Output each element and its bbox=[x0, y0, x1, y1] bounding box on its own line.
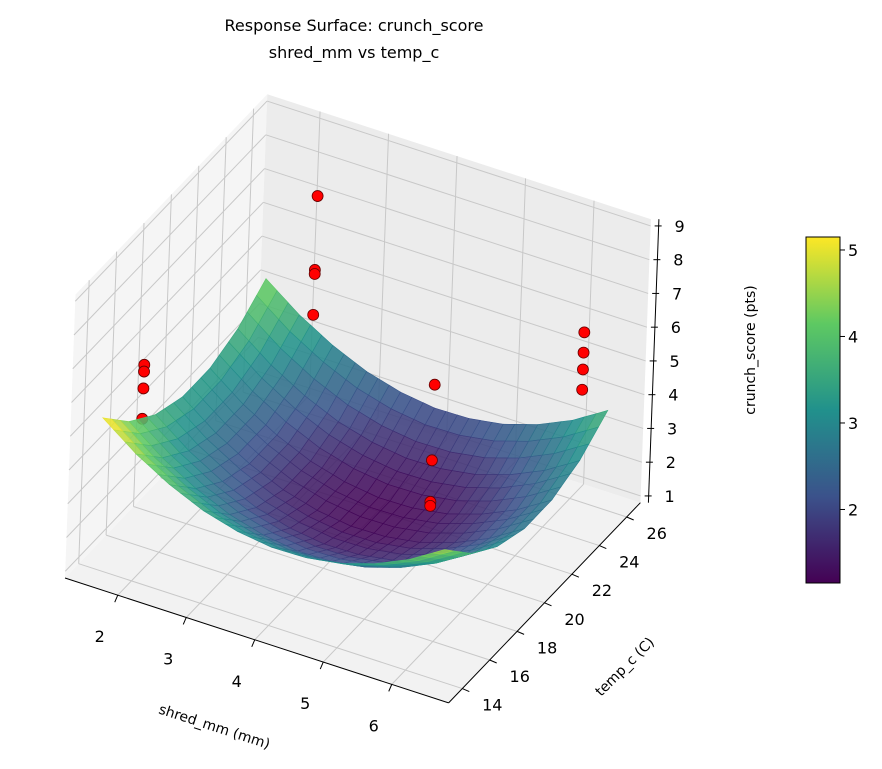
z-tick-label: 4 bbox=[668, 386, 678, 405]
z-axis-label: crunch_score (pts) bbox=[743, 285, 759, 414]
y-tick bbox=[462, 688, 470, 693]
data-point bbox=[138, 365, 150, 378]
gridline-z bbox=[69, 235, 263, 437]
z-tick-label: 8 bbox=[673, 251, 683, 270]
gridline-y bbox=[78, 563, 463, 690]
gridline-z bbox=[261, 235, 646, 362]
data-point bbox=[428, 378, 441, 391]
x-tick bbox=[388, 684, 393, 692]
z-tick-label: 9 bbox=[675, 217, 685, 236]
y-axis-line bbox=[448, 502, 641, 704]
colorbar-tick-label: 3 bbox=[848, 414, 858, 433]
x-axis-label: shred_mm (mm) bbox=[157, 702, 272, 753]
z-tick-label: 7 bbox=[672, 284, 682, 303]
z-tick-label: 1 bbox=[665, 487, 675, 506]
x-tick-label: 5 bbox=[300, 694, 310, 713]
y-tick bbox=[571, 573, 580, 578]
data-point bbox=[578, 326, 591, 339]
x-tick bbox=[319, 661, 324, 670]
x-tick bbox=[251, 639, 256, 647]
data-point bbox=[308, 268, 321, 280]
chart-subtitle: shred_mm vs temp_c bbox=[269, 43, 440, 63]
data-point bbox=[307, 308, 320, 321]
y-tick-label: 14 bbox=[482, 696, 502, 715]
z-tick-label: 5 bbox=[670, 352, 680, 371]
gridline-y bbox=[105, 534, 490, 661]
x-axis-line bbox=[64, 577, 449, 704]
colorbar-gradient bbox=[805, 236, 841, 584]
y-tick-label: 24 bbox=[619, 553, 639, 572]
data-point bbox=[311, 190, 324, 202]
x-tick-label: 4 bbox=[232, 672, 242, 691]
gridline-z bbox=[72, 168, 265, 370]
y-tick bbox=[544, 602, 552, 607]
x-tick bbox=[182, 617, 187, 625]
data-point bbox=[577, 346, 590, 359]
y-tick-label: 20 bbox=[564, 610, 584, 629]
data-point bbox=[424, 499, 437, 512]
y-tick-label: 22 bbox=[592, 581, 612, 600]
data-point bbox=[137, 382, 150, 395]
gridline-z bbox=[265, 134, 650, 261]
gridline-z bbox=[67, 303, 260, 505]
y-tick-label: 16 bbox=[510, 667, 530, 686]
gridline-z bbox=[74, 100, 268, 302]
gridline-z bbox=[259, 303, 644, 429]
y-tick-label: 26 bbox=[647, 524, 667, 543]
x-tick-label: 2 bbox=[95, 627, 105, 646]
surface bbox=[102, 278, 609, 568]
data-point bbox=[577, 363, 589, 376]
gridline-z bbox=[264, 168, 649, 294]
gridline-z bbox=[71, 201, 264, 403]
gridline-z bbox=[263, 201, 648, 328]
points-front bbox=[137, 190, 591, 512]
gridline-z bbox=[266, 100, 651, 227]
chart-title: Response Surface: crunch_score bbox=[225, 16, 484, 36]
colorbar-tick-label: 2 bbox=[848, 500, 858, 519]
colorbar-tick-label: 5 bbox=[848, 241, 858, 260]
x-tick bbox=[114, 594, 119, 603]
axes: 2 3 4 5 6 14 16 18 20 22 24 26 1 2 3 4 5 6 7 8 9 bbox=[64, 217, 685, 735]
y-tick bbox=[516, 630, 525, 635]
data-point bbox=[426, 454, 438, 467]
z-axis-line bbox=[647, 219, 660, 503]
colorbar: 2 3 4 5 bbox=[805, 236, 858, 584]
x-tick-label: 3 bbox=[163, 649, 173, 668]
z-tick-label: 2 bbox=[666, 453, 676, 472]
gridline-y bbox=[133, 506, 518, 632]
y-tick bbox=[489, 659, 497, 664]
x-tick-label: 6 bbox=[369, 716, 379, 735]
y-tick bbox=[599, 545, 607, 550]
y-axis-label: temp_c (C) bbox=[592, 634, 657, 699]
z-tick-label: 6 bbox=[671, 318, 681, 337]
y-tick bbox=[626, 516, 634, 521]
gridline-z bbox=[68, 269, 262, 471]
gridline-z bbox=[73, 134, 267, 336]
y-tick-label: 18 bbox=[537, 638, 557, 657]
surface-patch bbox=[432, 549, 454, 555]
data-point bbox=[576, 383, 589, 396]
colorbar-tick-label: 4 bbox=[848, 327, 858, 346]
z-tick-label: 3 bbox=[667, 419, 677, 438]
